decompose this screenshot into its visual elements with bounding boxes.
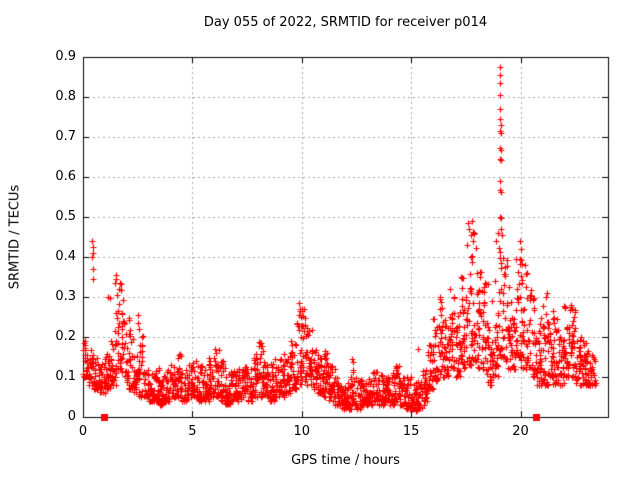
x-tick-label: 5 [188,424,197,439]
x-tick-label: 15 [402,424,420,439]
y-tick-label: 0.7 [55,129,76,144]
y-tick-label: 0.1 [55,369,76,384]
x-tick-label: 10 [293,424,311,439]
y-axis-label: SRMTID / TECUs [7,184,23,290]
x-tick-label: 20 [512,424,529,439]
y-tick-label: 0.8 [55,89,76,104]
y-tick-label: 0.4 [55,249,76,264]
x-tick-label: 0 [78,424,88,439]
y-tick-label: 0.5 [55,209,76,224]
chart-title: Day 055 of 2022, SRMTID for receiver p01… [203,15,488,30]
x-axis-label: GPS time / hours [291,453,400,468]
y-tick-label: 0.3 [55,289,76,304]
y-tick-label: 0.9 [55,49,76,64]
y-tick-label: 0.2 [55,329,76,344]
y-tick-label: 0 [67,409,76,424]
y-tick-label: 0.6 [55,169,76,184]
